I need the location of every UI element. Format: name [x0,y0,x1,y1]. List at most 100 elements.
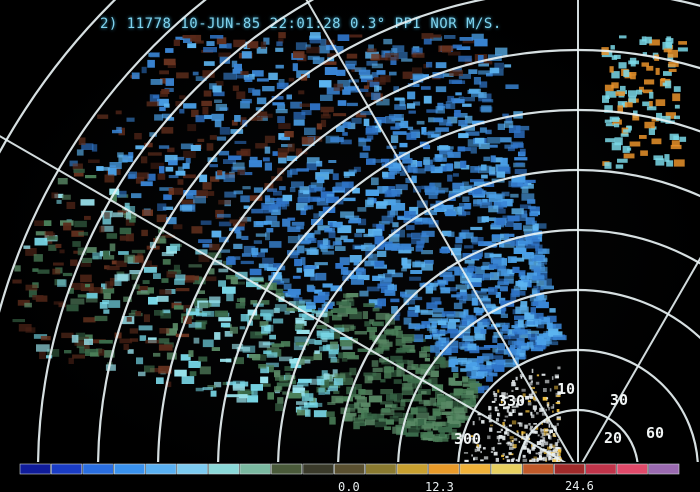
echo-cell [277,116,285,123]
clutter-cell [547,454,550,458]
echo-cell [515,162,524,166]
echo-cell [378,418,388,422]
clutter-cell [515,459,518,462]
echo-cell [234,229,241,234]
echo-cell [621,102,627,107]
echo-cell [646,106,657,111]
echo-cell [358,69,371,75]
echo-cell [295,42,308,50]
echo-cell [337,100,347,106]
echo-cell [277,148,290,154]
clutter-cell [473,456,478,461]
echo-cell [275,288,284,296]
echo-cell [172,323,178,331]
echo-cell [392,222,399,228]
echo-cell [313,352,322,361]
echo-cell [210,35,224,39]
echo-cell [320,94,333,101]
echo-cell [425,187,439,196]
echo-cell [161,113,172,119]
echo-cell [461,314,474,322]
echo-cell [388,114,402,120]
echo-cell [175,101,183,107]
echo-cell [400,398,412,403]
echo-cell [491,223,505,228]
echo-cell [454,161,465,169]
echo-cell [448,206,462,215]
echo-cell [135,145,144,150]
echo-cell [234,140,247,144]
echo-cell [492,355,504,360]
echo-cell [395,122,402,129]
echo-cell [345,293,354,302]
clutter-cell [498,435,503,439]
echo-cell [336,125,345,132]
clutter-cell [464,459,469,462]
echo-cell [479,201,493,209]
echo-cell [136,290,150,295]
echo-cell [354,384,362,390]
echo-cell [515,306,529,314]
echo-cell [481,105,492,113]
echo-cell [512,266,520,273]
echo-cell [78,231,89,236]
echo-cell [509,345,516,351]
echo-cell [617,105,623,113]
echo-cell [300,207,307,215]
clutter-cell [556,418,561,421]
clutter-cell [528,393,533,398]
echo-cell [187,124,197,132]
echo-cell [191,109,199,117]
echo-cell [433,205,448,212]
echo-cell [468,263,475,268]
echo-cell [309,38,321,44]
echo-cell [212,85,222,93]
echo-cell [383,38,393,45]
echo-cell [377,242,384,250]
echo-cell [389,168,400,174]
clutter-cell [540,436,544,438]
echo-cell [264,263,274,271]
clutter-cell [557,439,560,443]
echo-cell [510,293,517,302]
echo-cell [223,159,236,164]
echo-cell [214,310,228,317]
echo-cell [366,135,374,140]
echo-cell [527,199,536,204]
echo-cell [356,397,367,404]
clutter-cell [527,400,531,403]
echo-cell [243,245,256,254]
echo-cell [260,309,274,317]
clutter-cell [549,388,552,392]
echo-cell [174,156,185,161]
clutter-cell [552,452,556,457]
echo-cell [501,191,510,197]
echo-cell [278,157,287,164]
clutter-cell [531,458,536,462]
echo-cell [318,45,330,54]
echo-cell [302,136,314,145]
echo-cell [71,334,79,343]
color-scale-swatch [585,463,617,475]
echo-cell [331,331,341,339]
echo-cell [271,96,284,100]
echo-cell [447,151,461,158]
echo-cell [272,198,280,202]
echo-cell [126,233,134,242]
echo-cell [333,324,344,330]
clutter-cell [551,376,554,380]
echo-cell [464,399,472,408]
echo-cell [507,329,515,337]
echo-cell [313,213,319,219]
echo-cell [392,426,402,434]
echo-cell [88,287,103,294]
echo-cell [618,62,627,69]
echo-cell [460,368,467,372]
echo-cell [394,228,400,237]
clutter-cell [533,391,537,394]
echo-cell [202,70,215,78]
echo-cell [159,166,165,174]
azimuth-radial [305,0,575,462]
echo-cell [458,232,466,240]
echo-cell [482,300,491,307]
